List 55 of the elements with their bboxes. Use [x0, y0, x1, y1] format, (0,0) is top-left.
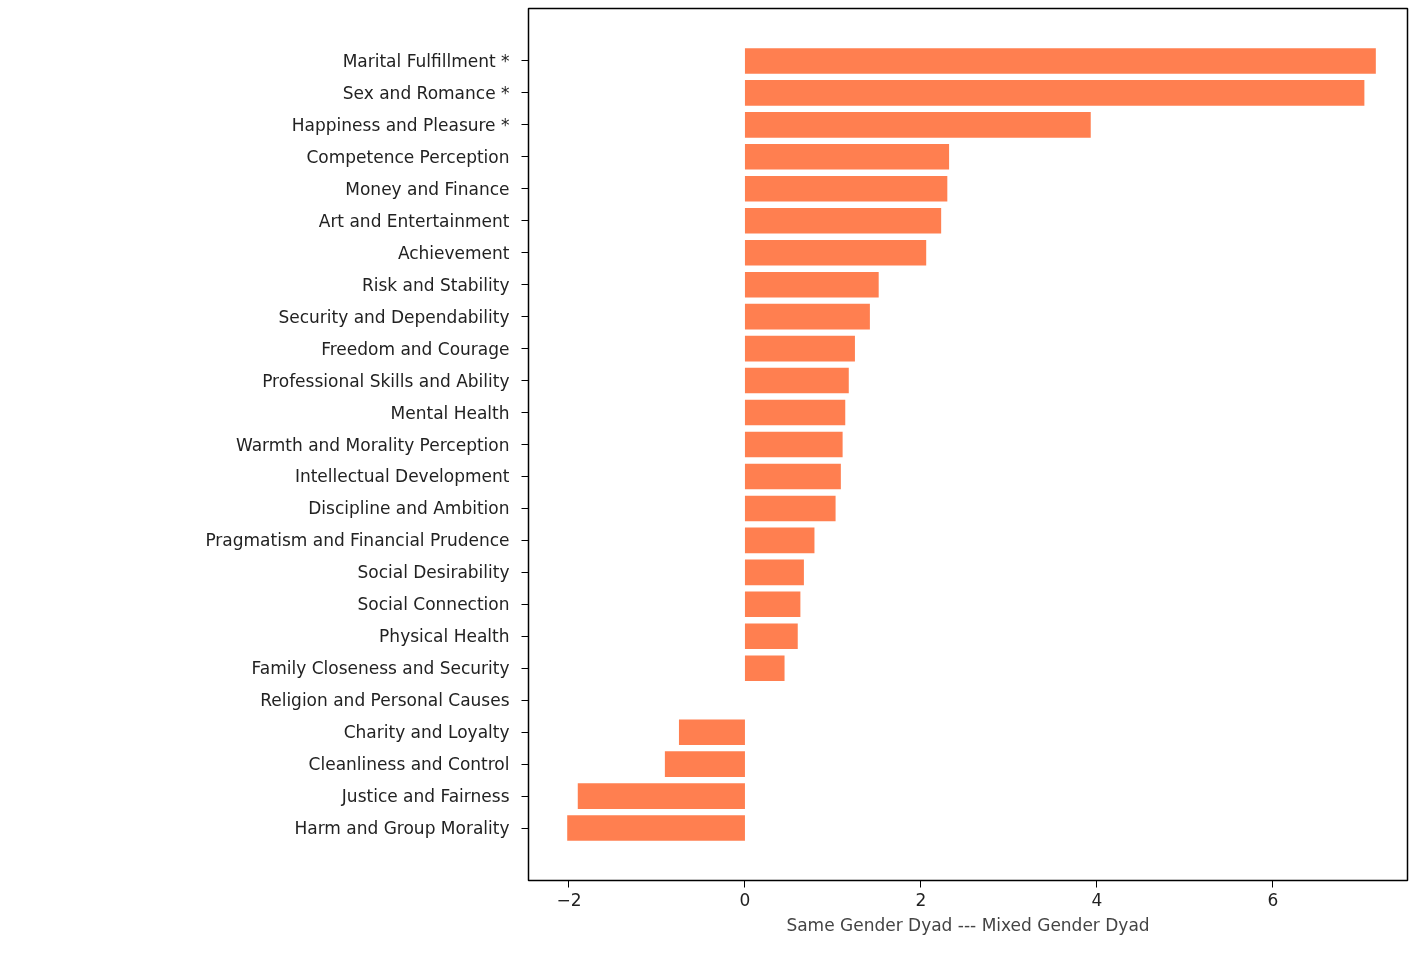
y-tick-label: Happiness and Pleasure * [291, 114, 510, 135]
y-tick-label: Achievement [397, 242, 510, 263]
x-axis-title: Same Gender Dyad --- Mixed Gender Dyad [786, 914, 1150, 935]
y-tick-label: Warmth and Morality Perception [235, 434, 510, 455]
y-tick-label: Family Closeness and Security [251, 658, 510, 679]
bar [567, 815, 745, 841]
bar [664, 751, 745, 777]
y-tick-label: Justice and Fairness [340, 786, 510, 807]
y-tick-label: Risk and Stability [361, 274, 510, 295]
y-tick-label: Money and Finance [345, 178, 510, 199]
y-tick-label: Harm and Group Morality [294, 818, 510, 839]
y-tick-label: Competence Perception [306, 146, 510, 167]
bar [744, 527, 815, 554]
y-tick-label: Intellectual Development [294, 466, 510, 487]
bar [744, 112, 1091, 138]
bar [744, 655, 785, 682]
bar [744, 399, 846, 426]
bar [744, 623, 798, 650]
y-tick-label: Social Connection [357, 594, 510, 615]
x-tick-label: 2 [915, 889, 927, 910]
bar [744, 431, 843, 458]
y-tick-label: Marital Fulfillment * [342, 50, 510, 71]
bar [744, 144, 950, 170]
y-tick-label: Discipline and Ambition [308, 498, 510, 519]
y-tick-label: Freedom and Courage [321, 338, 510, 359]
x-tick-label: −2 [556, 889, 582, 910]
bar [744, 463, 841, 490]
y-tick-label: Professional Skills and Ability [262, 370, 510, 391]
y-tick-label: Charity and Loyalty [343, 722, 510, 743]
y-tick-label: Art and Entertainment [318, 210, 510, 231]
y-tick-label: Religion and Personal Causes [260, 690, 510, 711]
bar [744, 48, 1376, 74]
bar [744, 80, 1365, 106]
bar [744, 335, 855, 362]
y-tick-label: Cleanliness and Control [308, 754, 510, 775]
y-tick-label: Sex and Romance * [342, 82, 510, 103]
bar [744, 271, 879, 298]
bar [744, 176, 948, 202]
bar [744, 559, 804, 586]
bar [744, 591, 801, 618]
x-tick-label: 6 [1267, 889, 1279, 910]
bar [744, 495, 836, 522]
bar [678, 719, 745, 745]
x-tick-label: 4 [1091, 889, 1103, 910]
x-tick-label: 0 [739, 889, 751, 910]
y-tick-label: Pragmatism and Financial Prudence [205, 530, 510, 551]
y-tick-label: Security and Dependability [278, 306, 510, 327]
y-tick-label: Mental Health [390, 402, 510, 423]
y-tick-label: Social Desirability [357, 562, 510, 583]
bar [577, 783, 745, 809]
bar [744, 239, 927, 266]
bar [744, 207, 942, 234]
bar [744, 303, 870, 330]
y-tick-label: Physical Health [379, 626, 510, 647]
bar [744, 367, 849, 394]
